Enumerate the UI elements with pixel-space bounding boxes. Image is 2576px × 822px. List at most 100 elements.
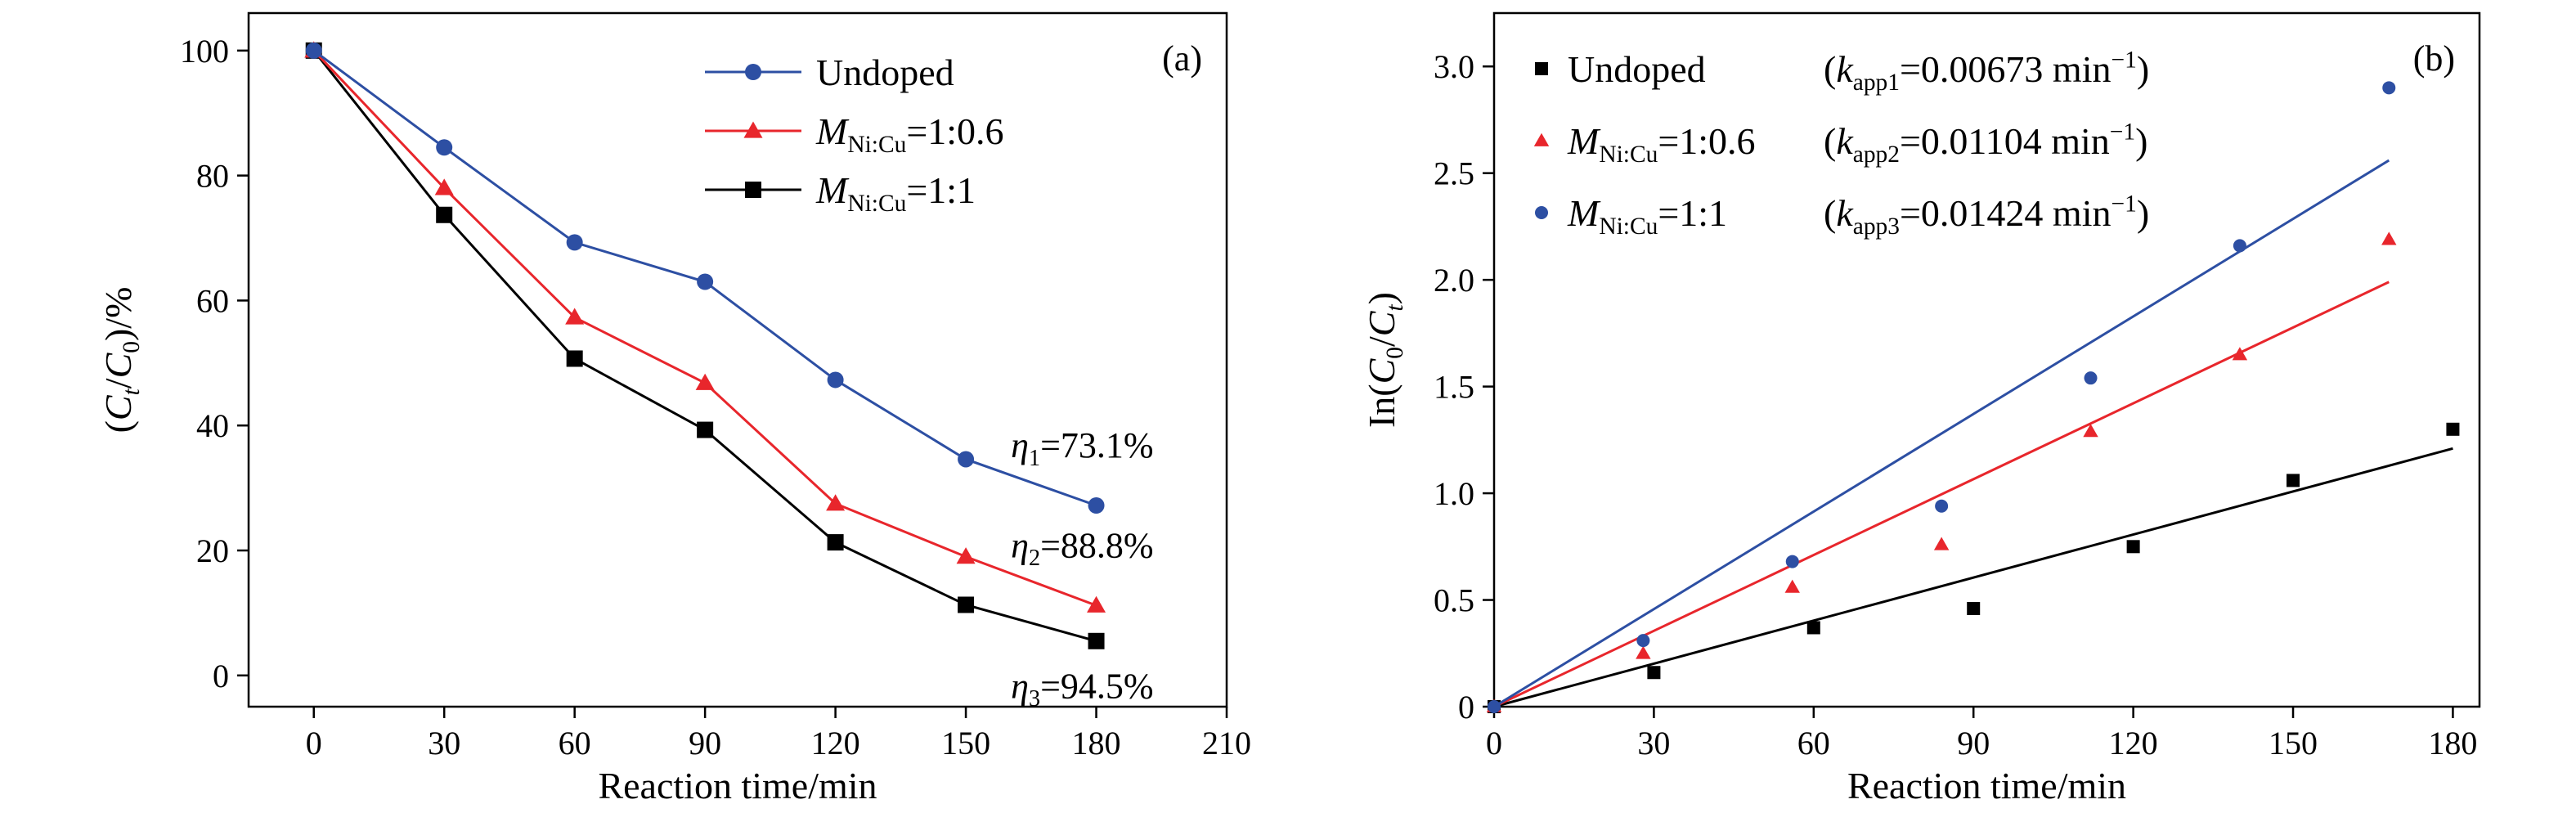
b-legend-label: MNi:Cu​=1:1: [1567, 192, 1727, 240]
a-y-tick-label: 100: [180, 33, 229, 70]
a-efficiency-label: η2​=88.8%: [1011, 525, 1153, 571]
chart-b-svg: 0 30 60 90 120 150 180 0 0.5 1.0 1.5 2.0 2.5 3.0 React…: [1361, 11, 2481, 806]
a-data-point: [697, 421, 714, 438]
chart-a-svg: 0 30 60 90 120 150 180 210 0 20 40 60 80 100 Reaction …: [97, 11, 1251, 806]
b-data-point: [1785, 555, 1799, 568]
a-data-point: [566, 350, 583, 367]
b-legend: Undoped (kapp1​=0.00673 min−1​) MNi:Cu​=1:…: [1533, 47, 2149, 240]
b-data-point: [2083, 424, 2098, 438]
b-data-point: [1933, 537, 1950, 550]
b-y-tick-label: 1.0: [1434, 475, 1474, 512]
a-data-point: [436, 206, 453, 223]
a-data-point: [565, 308, 585, 325]
a-y-tick-label: 60: [196, 282, 229, 319]
b-data-point: [1935, 499, 1949, 513]
a-y-tick-label: 40: [196, 407, 229, 444]
b-data-point: [2084, 371, 2098, 385]
a-plot-frame: [247, 11, 1228, 708]
a-x-tick-label: 60: [559, 725, 591, 761]
a-data-point: [827, 371, 844, 389]
b-fit-line: [1493, 447, 2453, 708]
a-x-tick-label: 180: [1072, 725, 1121, 761]
b-x-tick-label: 120: [2109, 725, 2158, 761]
a-legend-marker: [743, 121, 763, 138]
a-data-point: [958, 451, 975, 468]
b-data-point: [2233, 239, 2246, 253]
a-data-point: [956, 547, 976, 564]
a-efficiency-label: η1​=73.1%: [1011, 425, 1153, 471]
b-y-axis-label: In(C0​/Ct​): [1361, 292, 1408, 428]
b-x-tick-label: 180: [2428, 725, 2477, 761]
a-legend-label: Undoped: [816, 52, 954, 93]
b-data-point: [2287, 474, 2300, 487]
b-y-tick-label: 0: [1458, 689, 1474, 725]
b-x-tick-label: 30: [1637, 725, 1670, 761]
a-y-tick-label: 0: [213, 658, 229, 694]
a-series-circle: [305, 42, 1105, 514]
b-x-tick-label: 150: [2269, 725, 2318, 761]
a-efficiency-label: η3​=94.5%: [1011, 666, 1153, 712]
a-data-point: [566, 234, 583, 251]
b-data-point: [1636, 645, 1651, 659]
a-x-tick-label: 120: [811, 725, 860, 761]
b-data-point: [1967, 601, 1981, 615]
b-y-tick-label: 1.5: [1434, 369, 1474, 406]
b-y-tick-label: 2.5: [1434, 155, 1474, 192]
a-data-point: [826, 494, 846, 511]
b-legend-marker: [1533, 133, 1550, 146]
a-legend-label: MNi:Cu​=1:0.6: [815, 110, 1004, 158]
a-x-tick-label: 150: [941, 725, 990, 761]
b-data-point: [2381, 231, 2397, 245]
a-data-point: [827, 534, 844, 551]
a-data-point: [695, 373, 715, 390]
a-x-axis-label: Reaction time/min: [598, 765, 877, 806]
b-data-point: [1806, 621, 1820, 635]
a-legend-marker: [745, 182, 761, 198]
b-y-tick-label: 2.0: [1434, 262, 1474, 299]
a-y-tick-label: 20: [196, 532, 229, 569]
b-x-tick-label: 90: [1957, 725, 1990, 761]
a-series-triangle: [304, 41, 1106, 613]
b-data-point: [1647, 666, 1661, 680]
a-panel-label: (a): [1162, 38, 1202, 79]
b-panel-label: (b): [2413, 38, 2455, 79]
a-data-point: [1088, 497, 1105, 514]
b-legend-label: MNi:Cu​=1:0.6: [1567, 120, 1756, 168]
b-legend-rate-constant: (kapp3​=0.01424 min−1​): [1824, 191, 2149, 240]
b-series-square: [1488, 422, 2460, 713]
b-data-point: [1784, 579, 1800, 593]
a-data-point: [434, 178, 454, 195]
b-data-point: [2232, 347, 2248, 361]
a-x-tick-label: 90: [689, 725, 721, 761]
a-data-point: [958, 596, 975, 613]
a-y-tick-label: 80: [196, 158, 229, 195]
a-x-tick-label: 210: [1202, 725, 1251, 761]
b-legend-marker: [1535, 206, 1548, 219]
a-x-tick-label: 0: [306, 725, 322, 761]
chart-panel-b: 0 30 60 90 120 150 180 0 0.5 1.0 1.5 2.0 2.5 3.0 React…: [1288, 0, 2576, 822]
b-legend-rate-constant: (kapp2​=0.01104 min−1​): [1824, 119, 2147, 168]
a-data-point: [436, 139, 453, 156]
b-data-point: [2382, 81, 2396, 95]
b-series-circle: [1488, 81, 2396, 713]
b-x-axis-label: Reaction time/min: [1847, 765, 2126, 806]
b-x-tick-label: 0: [1486, 725, 1502, 761]
b-legend-marker: [1535, 62, 1548, 75]
b-data-point: [1636, 634, 1650, 648]
a-x-tick-label: 30: [428, 725, 460, 761]
b-y-tick-label: 3.0: [1434, 48, 1474, 85]
b-fit-line: [1493, 159, 2390, 708]
b-legend-rate-constant: (kapp1​=0.00673 min−1​): [1824, 47, 2149, 97]
a-legend-marker: [745, 64, 761, 80]
a-data-point: [697, 273, 714, 290]
b-y-tick-label: 0.5: [1434, 582, 1474, 619]
a-data-point: [1087, 595, 1106, 613]
a-data-point: [1088, 632, 1105, 649]
b-data-point: [1488, 700, 1501, 713]
b-fit-line: [1493, 281, 2390, 708]
b-x-tick-label: 60: [1797, 725, 1830, 761]
a-y-axis-label: (Ct​/C0​)/%: [97, 287, 145, 433]
b-legend-label: Undoped: [1568, 48, 1706, 90]
chart-panel-a: 0 30 60 90 120 150 180 210 0 20 40 60 80 100 Reaction …: [97, 11, 1251, 806]
a-legend-label: MNi:Cu​=1:1: [815, 169, 976, 217]
